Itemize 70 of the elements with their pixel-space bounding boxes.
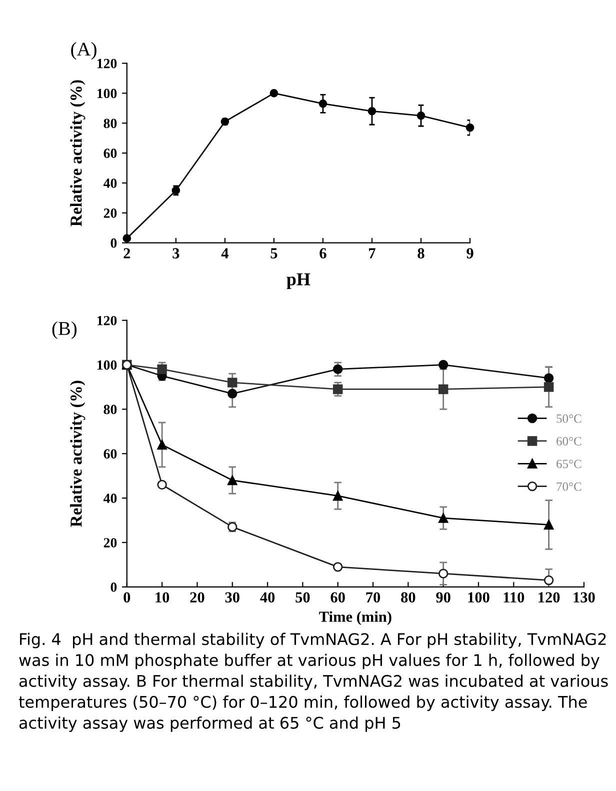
y-tick-label: 20 (104, 538, 117, 548)
point (544, 575, 554, 586)
point (438, 384, 448, 394)
legend-label: 65°C (556, 460, 582, 468)
x-tick-label: 5 (270, 248, 278, 258)
x-tick-label: 40 (260, 592, 275, 603)
point (332, 364, 343, 374)
y-axis-title: Relative activity (%) (70, 80, 86, 226)
x-tick-label: 130 (574, 592, 595, 603)
x-tick-label: 9 (466, 248, 474, 258)
point (544, 382, 554, 392)
y-tick-label: 0 (110, 238, 117, 248)
x-tick-label: 120 (538, 592, 560, 603)
point (438, 568, 448, 578)
x-tick-label: 3 (172, 248, 180, 258)
point (270, 89, 278, 98)
point (544, 520, 554, 530)
y-tick-label: 100 (97, 360, 117, 370)
x-tick-label: 8 (418, 248, 424, 258)
x-tick-label: 90 (436, 592, 450, 603)
x-tick-label: 50 (296, 592, 310, 603)
point (332, 490, 343, 501)
x-tick-label: 110 (504, 592, 524, 603)
point (318, 100, 328, 108)
x-tick-label: 7 (369, 248, 376, 258)
y-tick-label: 60 (104, 148, 117, 158)
x-tick-label: 2 (124, 248, 130, 258)
chart-title: (B) (52, 321, 77, 340)
y-tick-label: 60 (104, 449, 117, 459)
caption: Fig. 4 pH and thermal stability of TvmNAG2. A For pH stability, TvmNAG2 was in 10 mM phosphate buffer at various pH values for 1 h, followed by activity assay. B For thermal stability, TvmNAG2 was incubated at various temperatures (50–70 °C) for 0–120 min, followed by activity assay. The activity assay was performed at 65 °C and pH 5 (18, 632, 608, 732)
y-tick-label: 40 (103, 178, 117, 188)
x-tick-label: 80 (401, 592, 416, 603)
y-tick-label: 120 (97, 58, 117, 68)
legend-label: 60°C (556, 437, 582, 446)
point (228, 388, 238, 399)
point (228, 378, 238, 388)
y-tick-label: 20 (104, 208, 117, 218)
point (416, 111, 426, 120)
chart-title: (A) (71, 42, 96, 60)
x-tick-label: 100 (468, 592, 490, 603)
y-tick-label: 80 (104, 118, 117, 128)
legend-label: 70°C (556, 482, 582, 491)
x-tick-label: 0 (124, 592, 130, 603)
point (228, 475, 238, 486)
x-tick-label: 4 (221, 248, 228, 258)
y-tick-label: 40 (103, 494, 117, 504)
x-tick-label: 20 (190, 592, 204, 603)
legend-label: 50°C (556, 414, 582, 423)
point (466, 123, 474, 132)
point (368, 106, 376, 116)
point (332, 562, 343, 572)
point (544, 373, 554, 383)
point (438, 513, 448, 523)
y-axis-title: Relative activity (%) (70, 380, 86, 527)
x-tick-label: 30 (225, 592, 240, 603)
point (332, 384, 343, 394)
point (157, 364, 167, 374)
y-tick-label: 80 (104, 404, 117, 414)
x-tick-label: 70 (366, 592, 380, 603)
x-tick-label: 10 (156, 592, 170, 603)
y-tick-label: 0 (110, 582, 117, 592)
point (438, 360, 448, 370)
point (157, 440, 167, 450)
x-tick-label: 6 (320, 248, 326, 258)
x-tick-label: 60 (330, 592, 345, 603)
point (157, 480, 167, 490)
x-axis-title: Time (min) (319, 611, 392, 626)
y-tick-label: 120 (97, 316, 117, 326)
x-axis-title: pH (286, 273, 310, 290)
y-tick-label: 100 (97, 88, 117, 98)
